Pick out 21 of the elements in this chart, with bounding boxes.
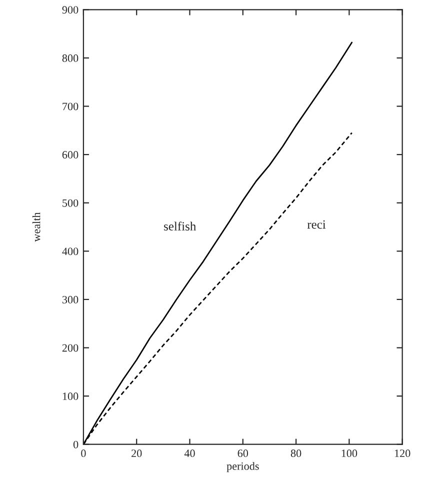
y-tick-label: 100 [62, 392, 78, 400]
y-tick-label: 600 [62, 151, 78, 159]
x-tick-label: 0 [81, 450, 86, 458]
y-axis-title: wealth [32, 212, 40, 242]
y-tick-label: 300 [62, 296, 78, 304]
x-tick-label: 100 [342, 450, 358, 458]
x-tick-label: 120 [394, 450, 410, 458]
series-label: selfish [164, 222, 196, 231]
y-tick-label: 700 [62, 102, 78, 110]
x-tick-label: 60 [238, 450, 248, 458]
y-tick-label: 400 [62, 248, 78, 256]
y-tick-label: 200 [62, 344, 78, 352]
x-tick-label: 20 [132, 450, 142, 458]
x-axis-title: periods [226, 462, 259, 472]
series-label: reci [307, 220, 326, 229]
y-tick-label: 0 [73, 440, 78, 448]
y-tick-label: 900 [62, 6, 78, 14]
y-tick-label: 500 [62, 199, 78, 207]
y-tick-label: 800 [62, 54, 78, 62]
x-tick-label: 80 [290, 450, 302, 458]
x-tick-label: 40 [184, 450, 195, 458]
